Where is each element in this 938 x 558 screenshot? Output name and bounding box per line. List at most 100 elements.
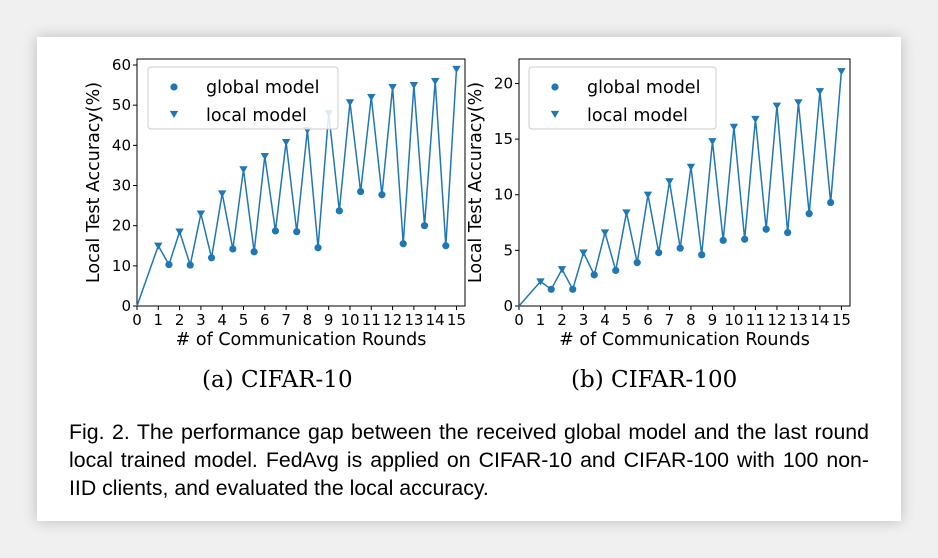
local-model-point (665, 178, 674, 186)
x-tick-label: 6 (643, 311, 653, 329)
x-tick-label: 11 (746, 311, 765, 329)
local-model-point (452, 65, 461, 74)
global-model-point (612, 266, 620, 274)
subcaption-b: (b) CIFAR-100 (571, 367, 738, 393)
y-axis-label: Local Test Accuracy(%) (84, 82, 104, 283)
x-tick-label: 13 (789, 311, 808, 329)
x-tick-label: 6 (260, 311, 270, 329)
x-axis-label: # of Communication Rounds (176, 330, 427, 350)
x-tick-label: 14 (426, 311, 445, 329)
local-model-point (579, 249, 588, 257)
x-tick-label: 1 (536, 311, 546, 329)
x-tick-label: 3 (579, 311, 589, 329)
x-tick-label: 13 (404, 311, 423, 329)
local-model-point (260, 153, 269, 161)
local-model-point (600, 229, 610, 237)
x-tick-label: 12 (767, 311, 786, 329)
local-model-point (772, 102, 782, 110)
x-tick-label: 2 (557, 311, 567, 329)
x-tick-label: 14 (810, 311, 829, 329)
x-tick-label: 8 (686, 311, 696, 329)
y-tick-label: 30 (112, 177, 131, 195)
global-model-point (250, 248, 258, 256)
local-model-point (643, 191, 653, 199)
global-model-point (420, 222, 429, 230)
x-tick-label: 7 (281, 311, 291, 329)
global-model-point (655, 248, 663, 257)
local-model-point (388, 83, 397, 92)
figure-card: 0 10 20 30 40 50 60 0 1 2 3 4 5 6 7 8 9 10 11 12 13 14 15 # of … (37, 37, 901, 521)
global-model-point (719, 236, 727, 244)
y-tick-label: 0 (121, 297, 131, 315)
y-tick-label: 10 (494, 186, 513, 204)
x-tick-label: 8 (303, 311, 313, 329)
local-model-point (367, 94, 376, 102)
global-model-point (827, 198, 835, 207)
global-model-point (207, 254, 216, 262)
local-model-point (196, 210, 206, 218)
x-tick-label: 10 (724, 311, 743, 329)
global-model-point (569, 285, 577, 293)
x-axis-label: # of Communication Rounds (559, 330, 810, 350)
local-model-point (729, 123, 739, 131)
series-line (518, 71, 843, 307)
x-tick-label: 15 (447, 311, 466, 329)
x-tick-label: 4 (217, 311, 227, 329)
plot-frame (518, 58, 851, 307)
global-model-point (271, 227, 280, 235)
legend-box (147, 66, 339, 130)
local-model-point (686, 163, 696, 171)
global-model-point (229, 245, 237, 253)
legend-box (528, 66, 717, 130)
local-model-point (217, 190, 227, 198)
x-tick-label: 4 (600, 311, 610, 329)
x-tick-label: 7 (665, 311, 675, 329)
local-model-point (409, 81, 419, 90)
plot-frame (136, 58, 466, 307)
global-model-point (442, 242, 450, 250)
global-model-point (335, 207, 343, 215)
y-tick-label: 60 (112, 56, 131, 74)
x-tick-label: 9 (708, 311, 718, 329)
y-tick-label: 10 (112, 257, 131, 275)
local-model-point (536, 278, 545, 286)
legend-global-label: global model (587, 78, 700, 98)
x-tick-label: 2 (175, 311, 185, 329)
local-model-point (837, 68, 846, 76)
local-model-point (557, 266, 567, 274)
x-tick-label: 12 (383, 311, 402, 329)
local-model-point (239, 166, 248, 174)
x-tick-label: 5 (622, 311, 632, 329)
global-model-point (293, 228, 301, 236)
local-model-point (430, 77, 440, 86)
figure-caption: Fig. 2. The performance gap between the … (69, 420, 869, 500)
y-tick-label: 0 (503, 297, 513, 315)
local-model-point (154, 242, 163, 250)
x-tick-label: 3 (196, 311, 206, 329)
subcaption-a: (a) CIFAR-10 (202, 367, 353, 393)
global-model-point (399, 240, 407, 248)
global-model-point (357, 187, 365, 196)
legend-local-label: local model (206, 106, 307, 126)
legend-global-label: global model (206, 78, 319, 98)
global-model-point (784, 228, 792, 237)
local-model-point (708, 138, 717, 146)
y-tick-label: 20 (112, 217, 131, 235)
series-line (136, 68, 458, 307)
y-tick-label: 5 (503, 241, 513, 259)
legend-local-marker (169, 110, 179, 118)
legend-local-label: local model (587, 106, 688, 126)
local-model-point (815, 88, 825, 96)
y-tick-label: 20 (494, 74, 513, 92)
local-model-point (622, 209, 631, 217)
local-model-point (281, 138, 291, 147)
x-tick-label: 0 (132, 311, 142, 329)
global-model-point (547, 285, 555, 293)
local-model-point (175, 228, 184, 236)
local-model-point (751, 115, 760, 124)
global-model-point (676, 244, 684, 252)
global-model-point (633, 259, 641, 267)
local-model-point (345, 99, 355, 107)
